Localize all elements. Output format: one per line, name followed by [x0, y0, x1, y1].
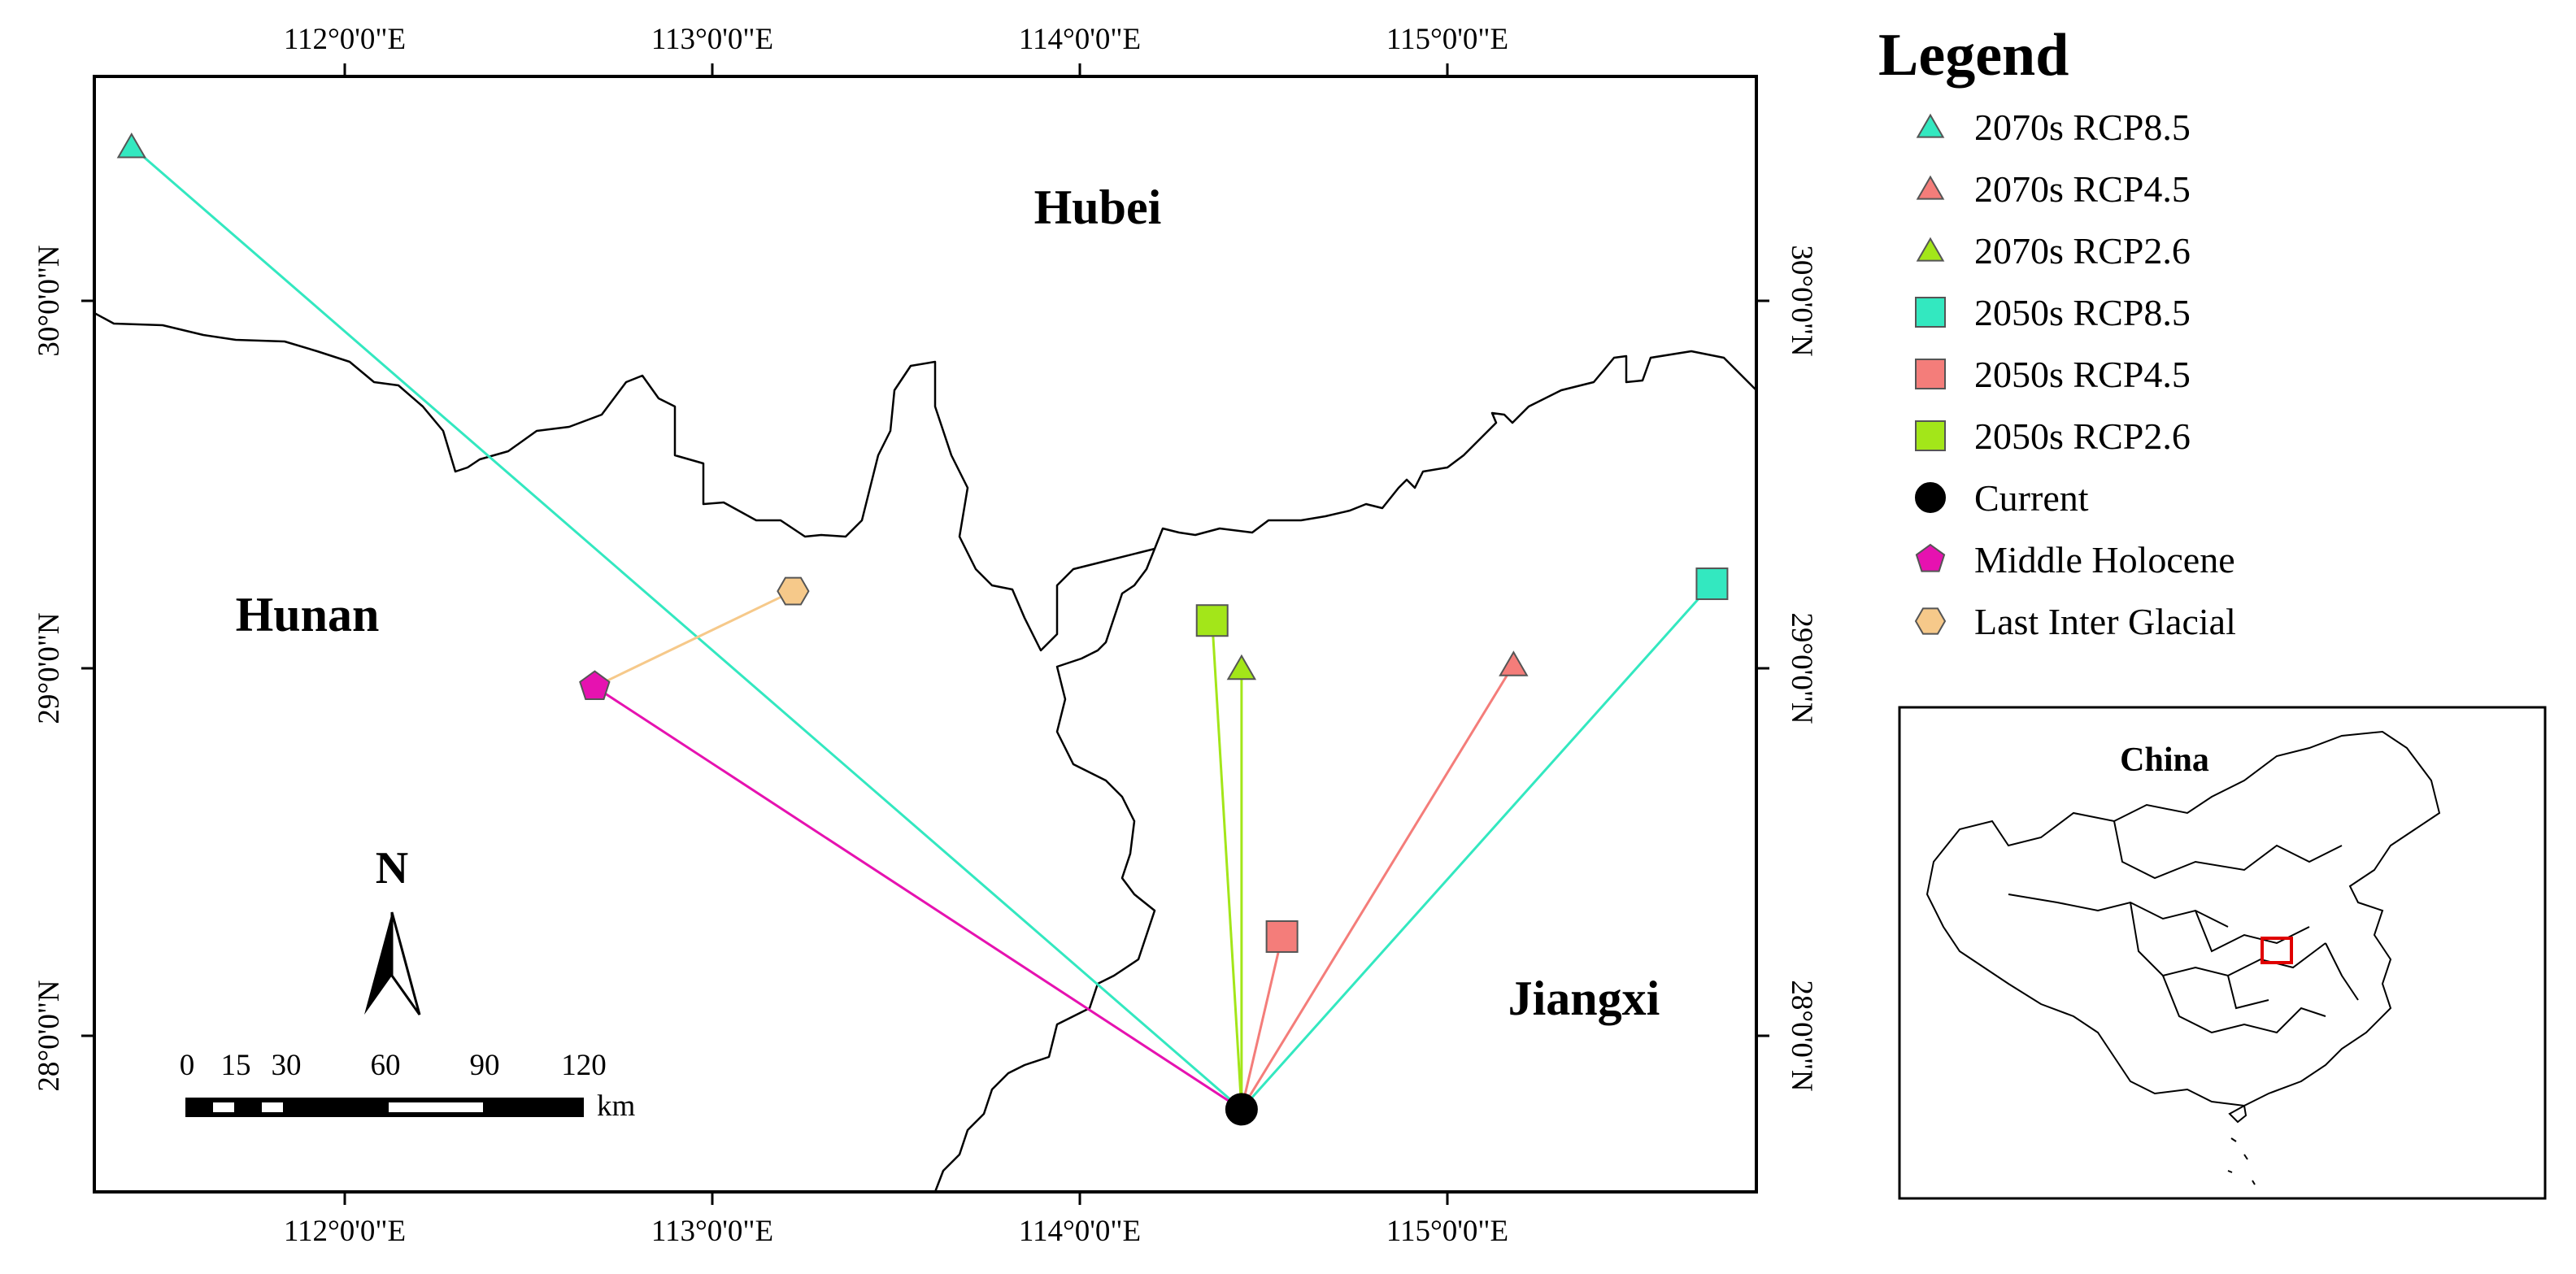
legend-item-label: 2070s RCP4.5	[1974, 168, 2191, 210]
shift-line-last-inter-glacial	[594, 589, 794, 688]
triangle-icon	[1916, 175, 1945, 200]
left-tick-label: 28°0'0"N	[33, 980, 66, 1091]
north-arrow-icon	[364, 912, 392, 1015]
centroid-marker-current	[1225, 1093, 1258, 1126]
china-outline	[1925, 730, 2441, 1185]
scale-label: 120	[561, 1049, 607, 1082]
scale-label: 60	[371, 1049, 401, 1082]
scale-unit: km	[597, 1089, 636, 1123]
legend-title: Legend	[1878, 22, 2069, 89]
shift-line-2050s-rcp8-5	[1240, 583, 1713, 1111]
legend-item-label: Middle Holocene	[1974, 539, 2235, 580]
centroid-marker-2070s-rcp4-5	[1499, 650, 1529, 676]
legend-item-label: 2050s RCP8.5	[1974, 292, 2191, 333]
legend-item-label: Current	[1974, 477, 2089, 519]
right-tick-label: 28°0'0"N	[1785, 980, 1818, 1091]
bottom-tick-label: 112°0'0"E	[284, 1215, 406, 1248]
centroid-marker-2070s-rcp2-6	[1226, 654, 1257, 680]
triangle-icon	[1916, 237, 1945, 262]
bottom-tick-label: 113°0'0"E	[651, 1215, 773, 1248]
bottom-tick-label: 115°0'0"E	[1386, 1215, 1508, 1248]
province-label-hunan: Hunan	[236, 588, 380, 641]
centroid-markers	[116, 132, 1729, 1126]
province-label-jiangxi: Jiangxi	[1508, 972, 1660, 1025]
square-icon	[1915, 297, 1946, 328]
top-tick-label: 113°0'0"E	[651, 23, 773, 56]
shift-line-middle-holocene	[594, 685, 1242, 1111]
inset-map: China	[1898, 706, 2547, 1200]
north-arrow-label: N	[376, 843, 408, 894]
right-tick-label: 29°0'0"N	[1785, 612, 1818, 724]
scale-label: 90	[470, 1049, 500, 1082]
right-tick-labels: 30°0'0"N 29°0'0"N 28°0'0"N	[1785, 245, 1818, 1091]
top-tick-label: 112°0'0"E	[284, 23, 406, 56]
legend: Legend 2070s RCP8.5 2070s RCP4.5 2070s RCP…	[1878, 22, 2236, 642]
legend-item-label: 2050s RCP2.6	[1974, 415, 2191, 457]
square-icon	[1915, 420, 1946, 451]
square-icon	[1915, 359, 1946, 389]
left-tick-labels: 30°0'0"N 29°0'0"N 28°0'0"N	[33, 245, 66, 1091]
north-arrow: N	[364, 843, 421, 1015]
shift-line-2050s-rcp2-6	[1211, 620, 1243, 1110]
centroid-marker-2070s-rcp8-5	[116, 132, 147, 159]
scale-label: 30	[272, 1049, 302, 1082]
bottom-tick-labels: 112°0'0"E 113°0'0"E 114°0'0"E 115°0'0"E	[284, 1215, 1508, 1248]
study-area-highlight	[2261, 937, 2293, 964]
hunan-jiangxi-boundary	[933, 548, 1156, 1193]
legend-item-label: 2070s RCP2.6	[1974, 230, 2191, 272]
inset-title: China	[2120, 741, 2209, 779]
right-tick-label: 30°0'0"N	[1785, 245, 1818, 356]
triangle-icon	[1916, 113, 1945, 138]
centroid-shift-lines	[130, 146, 1713, 1111]
pentagon-icon	[1915, 543, 1946, 572]
legend-item-label: 2070s RCP8.5	[1974, 107, 2191, 148]
scale-label: 0	[180, 1049, 195, 1082]
left-tick-label: 29°0'0"N	[33, 612, 66, 724]
map-frame	[93, 75, 1758, 1194]
centroid-marker-middle-holocene	[579, 670, 611, 700]
centroid-marker-2050s-rcp2-6	[1195, 604, 1229, 637]
top-tick-label: 114°0'0"E	[1019, 23, 1141, 56]
legend-item-label: 2050s RCP4.5	[1974, 354, 2191, 395]
hexagon-icon	[1914, 607, 1947, 635]
centroid-marker-last-inter-glacial	[777, 576, 810, 606]
province-label-hubei: Hubei	[1034, 180, 1162, 234]
scale-label: 15	[221, 1049, 251, 1082]
centroid-marker-2050s-rcp4-5	[1265, 920, 1299, 953]
top-tick-labels: 112°0'0"E 113°0'0"E 114°0'0"E 115°0'0"E	[284, 23, 1508, 56]
scale-bar: 0 15 30 60 90 120 km	[180, 1049, 636, 1123]
shift-line-2050s-rcp4-5	[1240, 936, 1284, 1110]
shift-line-2070s-rcp4-5	[1240, 663, 1515, 1111]
tick-marks	[81, 63, 1769, 1205]
circle-icon	[1915, 482, 1946, 513]
legend-item-label: Last Inter Glacial	[1974, 601, 2236, 642]
inset-frame	[1898, 706, 2547, 1200]
bottom-tick-label: 114°0'0"E	[1019, 1215, 1141, 1248]
top-tick-label: 115°0'0"E	[1386, 23, 1508, 56]
left-tick-label: 30°0'0"N	[33, 245, 66, 356]
centroid-marker-2050s-rcp8-5	[1695, 567, 1729, 601]
shift-line-2070s-rcp8-5	[130, 146, 1242, 1111]
